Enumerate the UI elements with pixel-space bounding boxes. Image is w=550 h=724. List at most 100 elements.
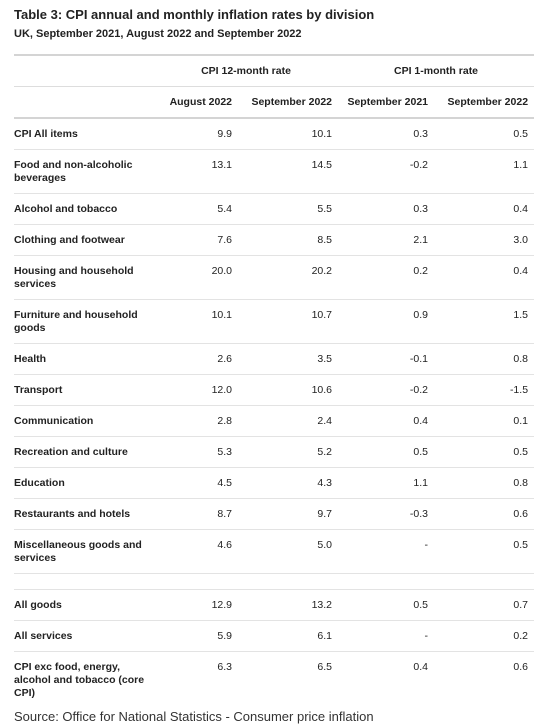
- cell-value: 4.3: [238, 467, 339, 499]
- cell-value: 7.6: [154, 224, 238, 256]
- cell-value: 1.1: [338, 467, 435, 499]
- cell-value: -1.5: [434, 374, 535, 406]
- row-label: Housing and household services: [14, 255, 154, 300]
- cell-value: 2.4: [238, 405, 339, 437]
- row-label: All services: [14, 620, 154, 652]
- row-label: Transport: [14, 374, 154, 406]
- section-spacer: [14, 573, 535, 590]
- cell-value: 0.4: [434, 193, 535, 225]
- cell-value: 0.7: [434, 589, 535, 621]
- cell-value: 14.5: [238, 149, 339, 194]
- table-row: Health 2.6 3.5 -0.1 0.8: [14, 343, 535, 375]
- cell-value: 20.0: [154, 255, 238, 300]
- summary-row: All services 5.9 6.1 - 0.2: [14, 620, 535, 652]
- cell-value: 0.5: [338, 436, 435, 468]
- column-header: September 2022: [238, 86, 339, 119]
- summary-row: CPI exc food, energy, alcohol and tobacc…: [14, 652, 534, 709]
- row-label: CPI exc food, energy, alcohol and tobacc…: [14, 661, 145, 699]
- cell-value: -0.2: [338, 149, 435, 194]
- row-label: Clothing and footwear: [14, 224, 154, 256]
- column-header: September 2021: [338, 86, 435, 119]
- header-blank: [14, 54, 154, 87]
- cell-value: -: [338, 529, 435, 574]
- cell-value: 3.5: [238, 343, 339, 375]
- cell-value: 6.1: [238, 620, 339, 652]
- cell-value: 1.5: [434, 299, 535, 344]
- cell-value: 5.4: [154, 193, 238, 225]
- cell-value: -0.3: [338, 498, 435, 530]
- cell-value: 9.7: [238, 498, 339, 530]
- cell-value: 0.6: [434, 498, 535, 530]
- cell-value: 3.0: [434, 224, 535, 256]
- cell-value: 8.7: [154, 498, 238, 530]
- cell-value: 10.6: [238, 374, 339, 406]
- table-row: Alcohol and tobacco 5.4 5.5 0.3 0.4: [14, 193, 535, 225]
- row-label: CPI All items: [14, 118, 154, 150]
- cell-value: 0.4: [338, 405, 435, 437]
- cell-value: 0.4: [413, 661, 429, 673]
- cell-value: 8.5: [238, 224, 339, 256]
- cell-value: 2.6: [154, 343, 238, 375]
- cell-value: 0.5: [338, 589, 435, 621]
- row-label: Food and non-alcoholic beverages: [14, 149, 154, 194]
- cell-value: 0.2: [338, 255, 435, 300]
- table-row: Clothing and footwear 7.6 8.5 2.1 3.0: [14, 224, 535, 256]
- cell-value: 10.1: [238, 118, 339, 150]
- cell-value: 6.5: [317, 661, 333, 673]
- table-row: Education 4.5 4.3 1.1 0.8: [14, 467, 535, 499]
- row-label: Furniture and household goods: [14, 299, 154, 344]
- row-label: Miscellaneous goods and services: [14, 529, 154, 574]
- table-row: Furniture and household goods 10.1 10.7 …: [14, 299, 535, 344]
- cell-value: 4.6: [154, 529, 238, 574]
- cell-value: -: [338, 620, 435, 652]
- cell-value: 13.1: [154, 149, 238, 194]
- table-row: Transport 12.0 10.6 -0.2 -1.5: [14, 374, 535, 406]
- table-row: Restaurants and hotels 8.7 9.7 -0.3 0.6: [14, 498, 535, 530]
- summary-row: All goods 12.9 13.2 0.5 0.7: [14, 589, 535, 621]
- cell-value: 0.4: [434, 255, 535, 300]
- cell-value: 0.5: [434, 118, 535, 150]
- column-header: August 2022: [154, 86, 238, 119]
- row-label: Health: [14, 343, 154, 375]
- cell-value: -0.2: [338, 374, 435, 406]
- cell-value: 10.1: [154, 299, 238, 344]
- table-title: Table 3: CPI annual and monthly inflatio…: [14, 7, 375, 22]
- section-divider: [14, 573, 535, 590]
- row-label: All goods: [14, 589, 154, 621]
- column-header: September 2022: [434, 86, 535, 119]
- cell-value: 0.3: [338, 193, 435, 225]
- row-label: Communication: [14, 405, 154, 437]
- table-row: CPI All items 9.9 10.1 0.3 0.5: [14, 118, 535, 150]
- cell-value: 5.5: [238, 193, 339, 225]
- cell-value: 0.8: [434, 467, 535, 499]
- cell-value: 5.3: [154, 436, 238, 468]
- cell-value: 12.0: [154, 374, 238, 406]
- cell-value: 0.5: [434, 436, 535, 468]
- table-row: Housing and household services 20.0 20.2…: [14, 255, 535, 300]
- table-row: Miscellaneous goods and services 4.6 5.0…: [14, 529, 535, 574]
- header-group-12-month: CPI 12-month rate: [154, 54, 339, 87]
- cell-value: 5.0: [238, 529, 339, 574]
- cell-value: 0.9: [338, 299, 435, 344]
- table-row: Recreation and culture 5.3 5.2 0.5 0.5: [14, 436, 535, 468]
- header-group-1-month: CPI 1-month rate: [338, 54, 535, 87]
- table-row: Communication 2.8 2.4 0.4 0.1: [14, 405, 535, 437]
- cell-value: 4.5: [154, 467, 238, 499]
- cell-value: 0.6: [513, 661, 529, 673]
- cell-value: 5.2: [238, 436, 339, 468]
- cell-value: 13.2: [238, 589, 339, 621]
- row-label: Education: [14, 467, 154, 499]
- cell-value: 0.5: [434, 529, 535, 574]
- row-label: Restaurants and hotels: [14, 498, 154, 530]
- cell-value: 2.1: [338, 224, 435, 256]
- cell-value: 2.8: [154, 405, 238, 437]
- cell-value: 20.2: [238, 255, 339, 300]
- row-label: Recreation and culture: [14, 436, 154, 468]
- cell-value: 5.9: [154, 620, 238, 652]
- cell-value: 0.8: [434, 343, 535, 375]
- source-note: Source: Office for National Statistics -…: [14, 709, 374, 724]
- cell-value: 9.9: [154, 118, 238, 150]
- cell-value: 0.3: [338, 118, 435, 150]
- cpi-table: CPI 12-month rate CPI 1-month rate Augus…: [14, 54, 535, 709]
- cell-value: 1.1: [434, 149, 535, 194]
